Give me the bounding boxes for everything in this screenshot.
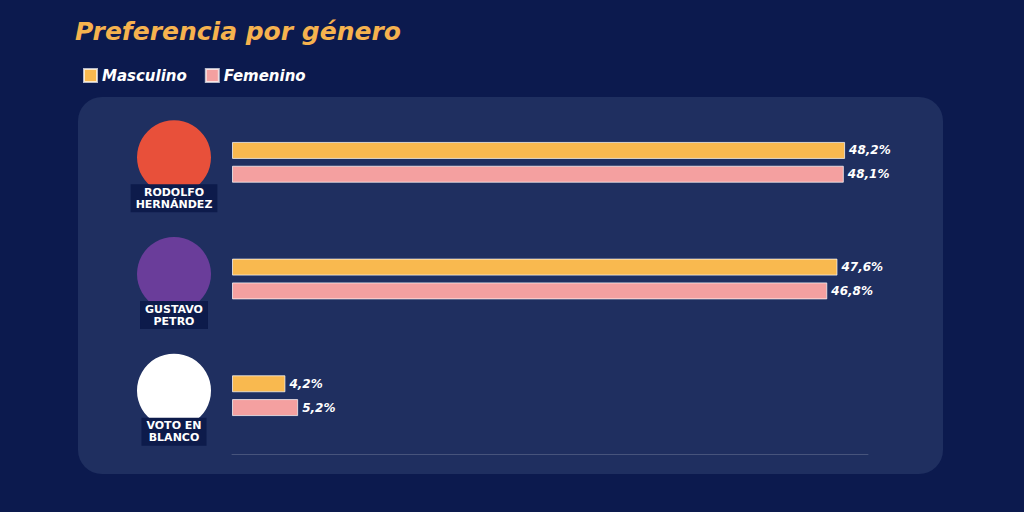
svg-text:VOTO EN: VOTO EN <box>146 419 202 433</box>
svg-text:RODOLFO: RODOLFO <box>143 185 205 199</box>
svg-text:GUSTAVO: GUSTAVO <box>145 302 203 316</box>
svg-text:48,2%: 48,2% <box>848 143 891 157</box>
svg-text:46,8%: 46,8% <box>830 284 873 298</box>
svg-text:Preferencia por género: Preferencia por género <box>75 17 401 46</box>
svg-text:Femenino: Femenino <box>224 67 306 85</box>
svg-text:Masculino: Masculino <box>102 67 187 85</box>
svg-text:4,2%: 4,2% <box>288 377 322 391</box>
svg-text:PETRO: PETRO <box>154 315 195 328</box>
svg-text:48,1%: 48,1% <box>847 167 890 181</box>
svg-text:5,2%: 5,2% <box>302 401 335 415</box>
svg-text:BLANCO: BLANCO <box>149 431 200 444</box>
svg-text:47,6%: 47,6% <box>840 260 883 274</box>
svg-text:HERNÁNDEZ: HERNÁNDEZ <box>136 198 213 211</box>
